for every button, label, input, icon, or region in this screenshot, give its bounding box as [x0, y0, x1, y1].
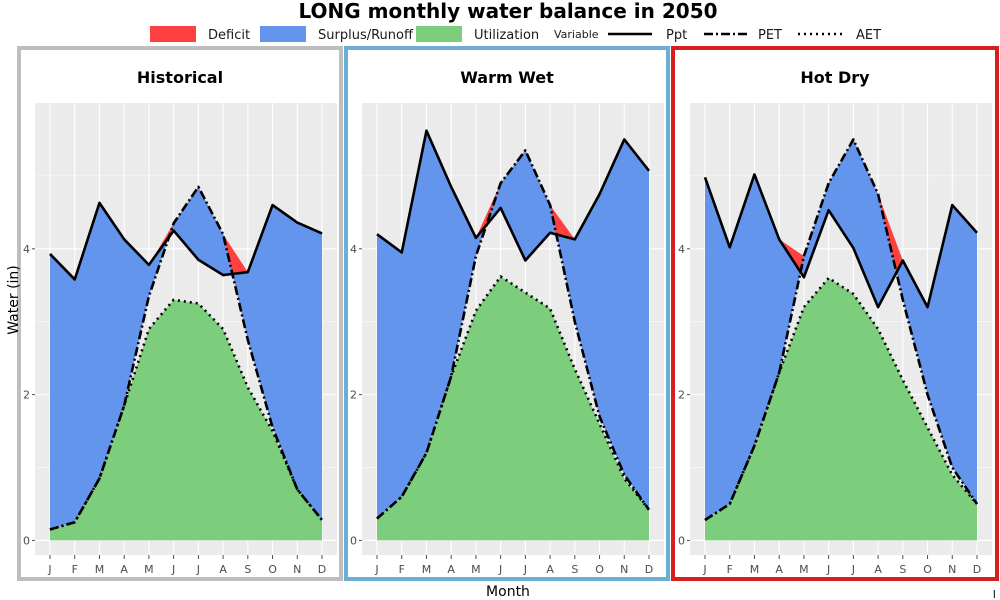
y-tick-label: 4 [678, 243, 685, 256]
x-tick-label: A [447, 563, 455, 576]
legend-label-1: Surplus/Runoff [318, 28, 414, 43]
x-tick-label: A [775, 563, 783, 576]
pet-line [376, 149, 651, 520]
ppt-line [49, 201, 323, 281]
x-tick-label: F [399, 563, 405, 576]
legend-swatch-2 [416, 26, 462, 42]
y-tick-label: 0 [678, 534, 685, 547]
x-tick-label: M [95, 563, 105, 576]
x-tick-label: A [120, 563, 128, 576]
y-axis-label: Water (in) [6, 265, 22, 335]
x-tick-label: A [219, 563, 227, 576]
x-tick-label: J [374, 563, 378, 576]
panel-border [344, 46, 670, 581]
x-tick-label: M [144, 563, 154, 576]
x-tick-label: J [196, 563, 200, 576]
panel-0: 0 2 4 J F M A M J J A S O N D Historical [17, 46, 343, 581]
legend-line-label-1: PET [758, 28, 782, 43]
x-tick-label: M [799, 563, 809, 576]
legend-label-2: Utilization [474, 28, 539, 43]
x-tick-label: A [874, 563, 882, 576]
x-tick-label: J [498, 563, 502, 576]
surplus-area [50, 186, 322, 530]
y-tick-label: 2 [350, 389, 357, 402]
legend-line-label-0: Ppt [666, 28, 687, 43]
x-tick-label: F [72, 563, 78, 576]
x-axis-label: Month [486, 584, 530, 600]
surplus-area [705, 139, 977, 521]
chart-title: LONG monthly water balance in 2050 [298, 0, 717, 23]
utilization-area [377, 276, 649, 541]
x-tick-label: O [268, 563, 277, 576]
x-tick-label: N [620, 563, 628, 576]
x-tick-label: M [471, 563, 481, 576]
panel-border [671, 46, 999, 581]
pet-line [49, 185, 324, 531]
legend-swatch-0 [150, 26, 196, 42]
x-tick-label: D [645, 563, 653, 576]
ppt-line [376, 129, 651, 262]
legend-label-0: Deficit [208, 28, 250, 43]
legend-line-label-2: AET [856, 28, 881, 43]
panel-border [17, 46, 343, 581]
x-tick-label: N [293, 563, 301, 576]
utilization-area [705, 277, 977, 541]
x-tick-label: J [702, 563, 706, 576]
panel-2: 0 2 4 J F M A M J J A S O N D Hot Dry [671, 46, 999, 581]
x-tick-label: J [523, 563, 527, 576]
aet-line [704, 276, 978, 522]
x-tick-label: N [948, 563, 956, 576]
legend: Deficit Surplus/Runoff Utilization Variable… [150, 26, 881, 43]
y-tick-label: 4 [23, 243, 30, 256]
x-tick-label: D [318, 563, 326, 576]
x-tick-label: S [571, 563, 578, 576]
x-tick-label: M [422, 563, 432, 576]
ppt-line [703, 173, 978, 309]
x-tick-label: J [171, 563, 175, 576]
panel-title: Warm Wet [460, 68, 554, 87]
x-tick-label: J [826, 563, 830, 576]
aet-line [49, 298, 324, 531]
footnote-mark: I [993, 588, 996, 600]
panel-title: Historical [137, 68, 223, 87]
x-tick-label: O [923, 563, 932, 576]
x-tick-label: M [750, 563, 760, 576]
legend-swatch-1 [260, 26, 306, 42]
panel-title: Hot Dry [800, 68, 870, 87]
y-tick-label: 0 [350, 534, 357, 547]
x-tick-label: S [899, 563, 906, 576]
x-tick-label: F [727, 563, 733, 576]
surplus-area [377, 130, 649, 519]
pet-line [704, 138, 979, 522]
x-tick-label: O [595, 563, 604, 576]
x-tick-label: A [546, 563, 554, 576]
x-tick-label: S [244, 563, 251, 576]
x-tick-label: D [973, 563, 981, 576]
y-tick-label: 4 [350, 243, 357, 256]
y-tick-label: 2 [23, 389, 30, 402]
x-tick-label: J [851, 563, 855, 576]
y-tick-label: 0 [23, 534, 30, 547]
utilization-area [50, 299, 322, 541]
y-tick-label: 2 [678, 389, 685, 402]
legend-variable-title: Variable [554, 28, 599, 41]
panel-1: 0 2 4 J F M A M J J A S O N D Warm Wet [344, 46, 670, 581]
x-tick-label: J [47, 563, 51, 576]
panels: 0 2 4 J F M A M J J A S O N D Historical 0 2 4 J F M A M J J A S O N D… [17, 46, 999, 581]
